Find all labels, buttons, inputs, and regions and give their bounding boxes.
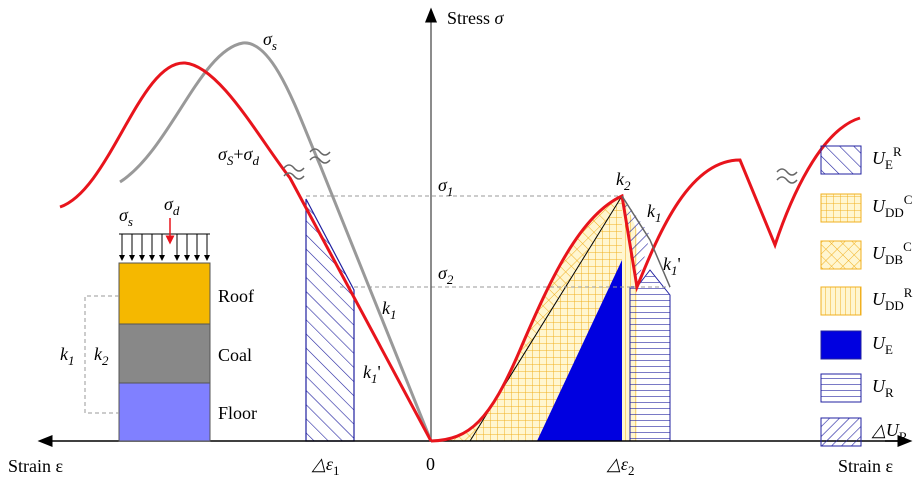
strain-increment-1-symbol: △ε bbox=[311, 454, 334, 474]
x-axis-label-left: Strain ε bbox=[8, 456, 63, 476]
static-stress-label-sub: s bbox=[272, 38, 277, 53]
legend-label: UDBC bbox=[872, 239, 912, 267]
y-axis-label-symbol: σ bbox=[495, 8, 505, 28]
figure: Stress σStrain εStrain ε0△ε1△ε2σ1σ2σsσS+… bbox=[0, 0, 921, 477]
legend-label: UE bbox=[872, 333, 893, 357]
strain-increment-2-symbol: △ε bbox=[606, 454, 629, 474]
slope-k1prime-right: k1' bbox=[663, 254, 681, 278]
legend-label-symbol: U bbox=[872, 376, 886, 396]
legend-label-sub: DD bbox=[885, 298, 904, 313]
legend-boxes bbox=[821, 146, 861, 446]
slope-k2-right: k2 bbox=[616, 169, 631, 193]
legend-label-symbol: △U bbox=[871, 420, 900, 440]
stress-level-2: σ2 bbox=[438, 263, 454, 287]
y-axis-label-name: Stress bbox=[447, 8, 495, 28]
legend-label-symbol: U bbox=[872, 333, 886, 353]
legend-label-symbol: U bbox=[872, 148, 886, 168]
slope-k1-strata-sub: 1 bbox=[68, 353, 75, 368]
legend-label: UDDC bbox=[872, 192, 912, 220]
legend-label-sup: C bbox=[903, 239, 912, 254]
combined-stress-label-plus: + bbox=[233, 144, 243, 164]
layer-label: Roof bbox=[218, 286, 254, 306]
slope-k1-left-sub: 1 bbox=[390, 307, 397, 322]
strata bbox=[85, 218, 210, 441]
break-marks bbox=[284, 149, 797, 183]
strain-increment-2: △ε2 bbox=[606, 454, 634, 477]
load-static-label: σs bbox=[119, 205, 133, 229]
slope-k1-right: k1 bbox=[647, 201, 662, 225]
combined-stress-label: σS+σd bbox=[218, 144, 259, 168]
slope-k1prime-left: k1' bbox=[363, 362, 381, 386]
legend-label-sup: R bbox=[904, 285, 913, 300]
slope-k2-strata: k2 bbox=[94, 344, 109, 368]
legend-label-sub: DB bbox=[885, 252, 903, 267]
slope-k1prime-right-prime: ' bbox=[678, 254, 681, 274]
slope-k1-left: k1 bbox=[382, 298, 397, 322]
legend-label-symbol: U bbox=[872, 289, 886, 309]
slope-k1-right-sub: 1 bbox=[655, 210, 662, 225]
legend-label-sub: R bbox=[899, 429, 908, 444]
stress-level-1: σ1 bbox=[438, 175, 453, 199]
layer-label: Coal bbox=[218, 345, 252, 365]
legend-label-sub: E bbox=[885, 342, 893, 357]
load-static-label-sub: s bbox=[128, 214, 133, 229]
origin-label: 0 bbox=[426, 454, 435, 474]
load-dynamic-label-sub: d bbox=[173, 203, 180, 218]
static-stress-label: σs bbox=[263, 29, 277, 53]
stress-level-1-sub: 1 bbox=[447, 184, 454, 199]
y-axis-label: Stress σ bbox=[447, 8, 505, 28]
regions bbox=[306, 196, 670, 441]
legend-label-sub: E bbox=[885, 157, 893, 172]
legend-label: UDDR bbox=[872, 285, 913, 313]
legend-label-sub: R bbox=[885, 385, 894, 400]
strain-increment-1: △ε1 bbox=[311, 454, 339, 477]
slope-k2-strata-sub: 2 bbox=[102, 353, 109, 368]
layer-label: Floor bbox=[218, 403, 257, 423]
x-axis-label-right: Strain ε bbox=[838, 456, 893, 476]
slope-k1-strata: k1 bbox=[60, 344, 75, 368]
stress-level-2-sub: 2 bbox=[447, 272, 454, 287]
legend-label-sub: DD bbox=[885, 205, 904, 220]
legend-label-sup: R bbox=[893, 144, 902, 159]
legend-label: UR bbox=[872, 376, 894, 400]
legend-label-symbol: U bbox=[872, 243, 886, 263]
legend-label: UER bbox=[872, 144, 902, 172]
strain-increment-2-sub: 2 bbox=[628, 463, 635, 477]
strain-increment-1-sub: 1 bbox=[333, 463, 340, 477]
legend-label-symbol: U bbox=[872, 196, 886, 216]
load-dynamic-label: σd bbox=[164, 194, 180, 218]
legend-label-sup: C bbox=[904, 192, 913, 207]
slope-k2-right-sub: 2 bbox=[624, 178, 631, 193]
slope-k1prime-left-prime: ' bbox=[378, 362, 381, 382]
combined-stress-label-sub2: d bbox=[252, 153, 259, 168]
